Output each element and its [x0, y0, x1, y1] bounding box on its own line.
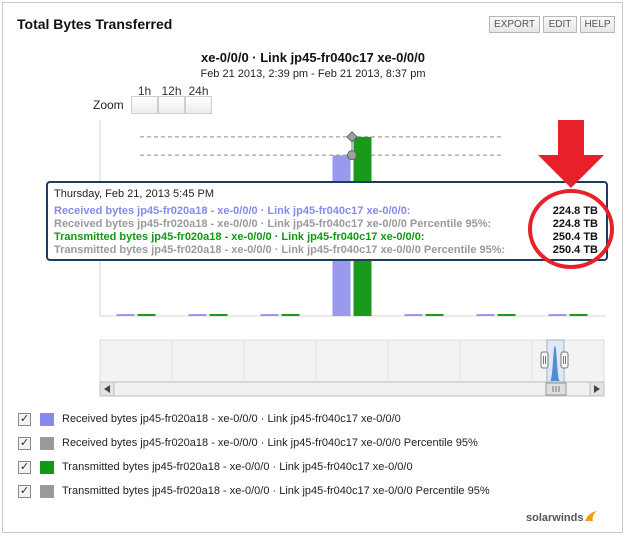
legend-label: Transmitted bytes jp45-fr020a18 - xe-0/0… [62, 461, 413, 473]
zoom-option-label: 1h [137, 84, 152, 98]
tooltip-date: Thursday, Feb 21, 2013 5:45 PM [54, 188, 214, 200]
legend-swatch [40, 485, 54, 498]
tooltip-row-label: Transmitted bytes jp45-fr020a18 - xe-0/0… [54, 244, 506, 256]
legend-swatch [40, 413, 54, 426]
edit-button[interactable]: EDIT [543, 16, 577, 33]
solarwinds-flame-icon [585, 511, 598, 521]
chart-subtitle: Feb 21 2013, 2:39 pm - Feb 21 2013, 8:37… [200, 68, 426, 80]
data-tooltip: Thursday, Feb 21, 2013 5:45 PM Received … [46, 181, 608, 261]
solarwinds-logo: solarwinds [526, 510, 598, 524]
legend-swatch [40, 437, 54, 450]
tooltip-row-label: Received bytes jp45-fr020a18 - xe-0/0/0 … [54, 218, 492, 230]
tooltip-row-value: 224.8 TB [552, 218, 598, 230]
legend-label: Transmitted bytes jp45-fr020a18 - xe-0/0… [62, 485, 490, 497]
legend-swatch [40, 461, 54, 474]
legend-checkbox[interactable]: ✓ [18, 485, 31, 498]
tooltip-row-value: 250.4 TB [552, 244, 598, 256]
zoom-1h-button[interactable]: 1h [131, 84, 158, 114]
legend-checkbox[interactable]: ✓ [18, 461, 31, 474]
widget-title: Total Bytes Transferred [17, 16, 173, 32]
legend-checkbox[interactable]: ✓ [18, 437, 31, 450]
tooltip-row-label: Received bytes jp45-fr020a18 - xe-0/0/0 … [54, 205, 411, 217]
legend-checkbox[interactable]: ✓ [18, 413, 31, 426]
tooltip-row-label: Transmitted bytes jp45-fr020a18 - xe-0/0… [54, 231, 425, 243]
zoom-label: Zoom [93, 98, 124, 112]
zoom-12h-button[interactable]: 12h [158, 84, 185, 114]
brand-text: solarwinds [526, 512, 584, 524]
help-button[interactable]: HELP [580, 16, 615, 33]
tooltip-row-value: 250.4 TB [552, 231, 598, 243]
zoom-option-label: 12h [161, 84, 182, 98]
zoom-24h-button[interactable]: 24h [185, 84, 212, 114]
zoom-option-label: 24h [188, 84, 209, 98]
legend-label: Received bytes jp45-fr020a18 - xe-0/0/0 … [62, 437, 478, 449]
export-button[interactable]: EXPORT [489, 16, 540, 33]
chart-title: xe-0/0/0 · Link jp45-fr040c17 xe-0/0/0 [200, 50, 425, 65]
tooltip-row-value: 224.8 TB [552, 205, 598, 217]
legend-label: Received bytes jp45-fr020a18 - xe-0/0/0 … [62, 413, 401, 425]
